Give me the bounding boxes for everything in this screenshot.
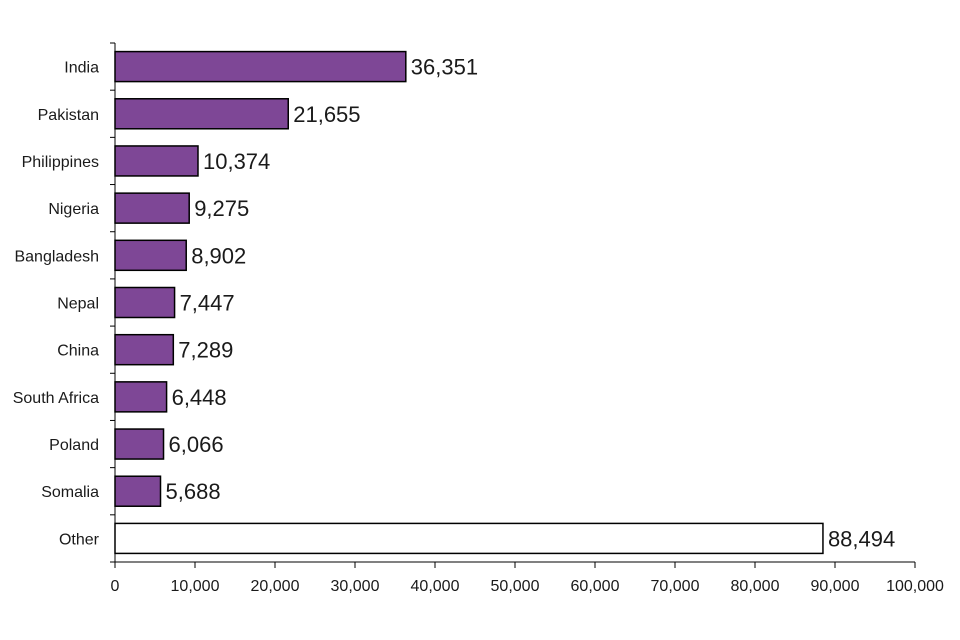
x-tick-label: 60,000 (571, 578, 620, 595)
value-label-india: 36,351 (411, 55, 478, 80)
bar-philippines (114, 145, 199, 177)
category-label-india: India (64, 60, 99, 77)
x-tick-label: 100,000 (886, 578, 944, 595)
x-tick-label: 20,000 (251, 578, 300, 595)
value-label-somalia: 5,688 (166, 479, 221, 504)
category-label-philippines: Philippines (22, 154, 99, 171)
x-tick-label: 90,000 (811, 578, 860, 595)
bar-south-africa (114, 381, 168, 413)
value-label-bangladesh: 8,902 (191, 243, 246, 268)
value-labels-group: 36,351 21,655 10,374 9,275 8,902 7,447 7,289 6,… (166, 55, 896, 552)
x-tick-label: 80,000 (731, 578, 780, 595)
value-label-other: 88,494 (828, 526, 895, 551)
bar-somalia (114, 475, 162, 507)
bar-nigeria (114, 192, 190, 224)
category-label-other: Other (59, 531, 100, 548)
category-labels-group: India Pakistan Philippines Nigeria Banglades… (13, 60, 100, 549)
value-label-pakistan: 21,655 (293, 102, 360, 127)
bar-india (114, 50, 407, 83)
category-label-china: China (57, 343, 99, 360)
category-label-nepal: Nepal (57, 296, 99, 313)
bars-group (114, 50, 824, 555)
category-label-bangladesh: Bangladesh (14, 248, 99, 265)
value-label-china: 7,289 (178, 338, 233, 363)
x-tick-label: 50,000 (491, 578, 540, 595)
x-ticks-group: 0 10,000 20,000 30,000 40,000 50,000 60,000 70,… (111, 562, 944, 595)
category-label-poland: Poland (49, 437, 99, 454)
value-label-philippines: 10,374 (203, 149, 270, 174)
category-label-nigeria: Nigeria (48, 201, 99, 218)
bar-pakistan (114, 98, 289, 130)
category-label-pakistan: Pakistan (38, 107, 99, 124)
x-tick-label: 70,000 (651, 578, 700, 595)
x-tick-label: 0 (111, 578, 120, 595)
bar-poland (114, 428, 165, 460)
value-label-nigeria: 9,275 (194, 196, 249, 221)
category-label-somalia: Somalia (41, 484, 99, 501)
value-label-poland: 6,066 (169, 432, 224, 457)
bar-bangladesh (114, 239, 187, 272)
value-label-nepal: 7,447 (180, 291, 235, 316)
bar-other (114, 522, 824, 555)
category-label-south-africa: South Africa (13, 390, 99, 407)
x-tick-label: 10,000 (171, 578, 220, 595)
value-label-south-africa: 6,448 (172, 385, 227, 410)
bar-nepal (114, 286, 176, 319)
bar-china (114, 333, 175, 366)
x-tick-label: 30,000 (331, 578, 380, 595)
x-tick-label: 40,000 (411, 578, 460, 595)
